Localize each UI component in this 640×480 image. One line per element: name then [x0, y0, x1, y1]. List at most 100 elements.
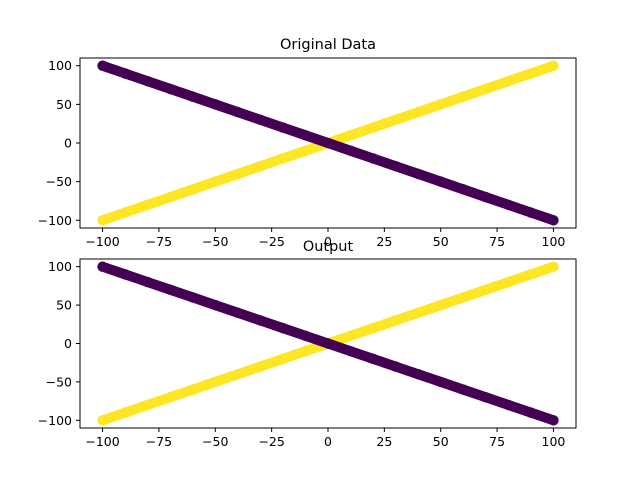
data-point: [525, 269, 537, 280]
y-tick-label: 50: [56, 298, 72, 313]
data-point: [345, 145, 356, 156]
x-tick-label: −75: [146, 434, 172, 449]
data-point: [525, 68, 537, 79]
data-point: [255, 361, 266, 372]
x-tick-label: 100: [542, 234, 566, 249]
x-tick-label: 25: [376, 234, 392, 249]
data-point: [458, 292, 469, 303]
y-tick-label: 0: [64, 136, 72, 151]
data-point: [142, 75, 153, 87]
data-point: [480, 392, 492, 403]
chart-output: −100 −75 −50 −25 0 25 50 75 100 −100 −50 0 50 100 Outp…: [38, 239, 577, 449]
x-tick-label: 0: [324, 234, 332, 249]
data-point: [390, 315, 401, 326]
data-point: [412, 307, 424, 318]
data-point: [97, 261, 108, 272]
x-tick-label: 50: [433, 434, 449, 449]
data-point: [187, 184, 198, 195]
data-point: [525, 207, 537, 218]
x-tick-label: −50: [202, 234, 228, 249]
data-point: [367, 353, 379, 365]
data-point: [412, 369, 424, 380]
data-point: [458, 184, 469, 195]
data-point: [548, 215, 559, 226]
data-point: [548, 261, 559, 272]
data-point: [412, 106, 424, 118]
x-tick-label: 75: [489, 234, 505, 249]
data-point: [458, 384, 469, 395]
data-point: [210, 176, 221, 187]
y-tick-label: −50: [46, 374, 72, 389]
chart-title: Original Data: [280, 37, 376, 53]
x-tick-label: 25: [376, 434, 392, 449]
y-tick-label: −100: [38, 413, 72, 428]
x-tick-label: 100: [542, 434, 566, 449]
data-point: [142, 199, 153, 211]
data-point: [503, 75, 514, 87]
data-point: [503, 399, 514, 411]
data-point: [119, 207, 131, 218]
data-point: [277, 353, 289, 365]
data-point: [367, 322, 379, 334]
data-point: [322, 137, 334, 149]
data-point: [255, 315, 266, 326]
data-point: [277, 153, 289, 164]
data-point: [390, 114, 401, 126]
data-point: [367, 153, 379, 164]
x-tick-label: −25: [258, 234, 284, 249]
data-point: [232, 106, 244, 118]
data-point: [548, 415, 559, 426]
data-point: [390, 361, 401, 372]
data-point: [119, 68, 131, 79]
x-tick-label: −25: [258, 434, 284, 449]
data-point: [164, 284, 176, 295]
data-point: [164, 191, 176, 203]
data-point: [345, 130, 356, 141]
data-point: [548, 60, 559, 71]
x-tick-label: 75: [489, 434, 505, 449]
x-tick-label: −50: [202, 434, 228, 449]
data-point: [119, 269, 131, 280]
data-point: [458, 91, 469, 102]
data-point: [503, 276, 514, 288]
data-point: [300, 130, 311, 141]
data-point: [300, 330, 311, 342]
data-point: [322, 338, 334, 349]
data-point: [277, 322, 289, 334]
data-point: [480, 83, 492, 95]
data-point: [187, 292, 198, 303]
data-point: [232, 369, 244, 380]
y-tick-label: 100: [48, 259, 72, 274]
data-point: [345, 345, 356, 357]
data-point: [97, 60, 108, 71]
data-point: [142, 276, 153, 288]
x-tick-label: −100: [85, 434, 119, 449]
y-tick-label: 100: [48, 58, 72, 73]
x-tick-label: 50: [433, 234, 449, 249]
data-point: [255, 160, 266, 172]
data-point: [503, 199, 514, 211]
data-point: [480, 191, 492, 203]
data-point: [210, 299, 221, 311]
data-point: [187, 384, 198, 395]
data-point: [187, 91, 198, 102]
data-point: [210, 376, 221, 388]
data-point: [142, 399, 153, 411]
y-tick-label: −50: [46, 174, 72, 189]
data-point: [435, 299, 446, 311]
y-tick-label: 50: [56, 97, 72, 112]
data-point: [119, 407, 131, 418]
data-point: [277, 122, 289, 133]
data-point: [480, 284, 492, 295]
data-point: [435, 176, 446, 187]
data-point: [210, 99, 221, 110]
y-tick-label: 0: [64, 336, 72, 351]
data-point: [300, 345, 311, 357]
data-point: [97, 415, 108, 426]
data-point: [232, 307, 244, 318]
data-point: [300, 145, 311, 156]
data-point: [164, 83, 176, 95]
x-tick-label: −100: [85, 234, 119, 249]
data-point: [255, 114, 266, 126]
